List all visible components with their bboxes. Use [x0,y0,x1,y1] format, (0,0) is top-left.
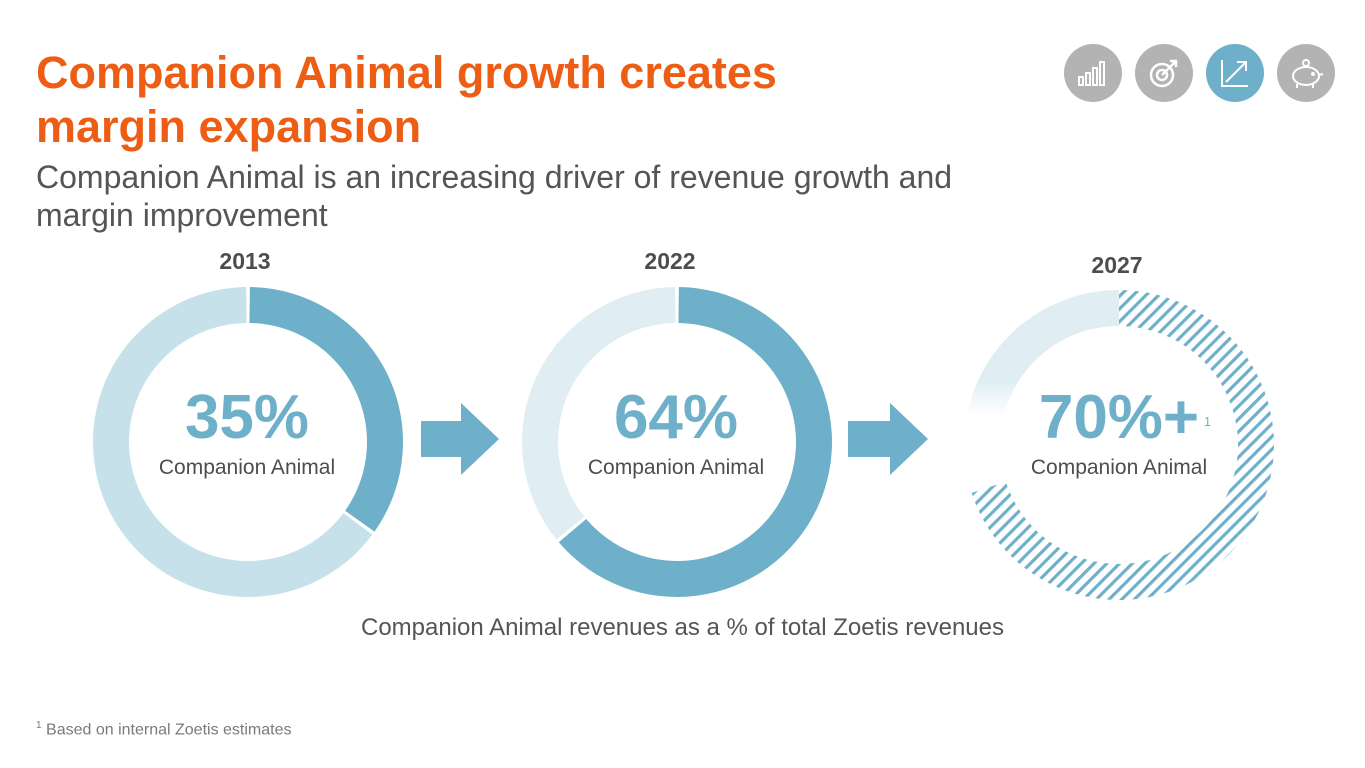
sublabel-2022: Companion Animal [587,456,765,479]
bar-chart-icon[interactable] [1064,44,1122,102]
donut-2013-center: 35% Companion Animal [117,387,377,480]
year-label-2013: 2013 [219,248,271,274]
donut-2022-center: 64% Companion Animal [546,387,806,480]
arrow-right-icon [848,403,928,475]
page-subtitle: Companion Animal is an increasing driver… [36,159,953,233]
donut-2027 [964,290,1274,600]
donut-2022-value-segment [558,287,832,597]
year-label-2022: 2022 [644,248,696,274]
donut-2022 [522,287,832,597]
value-label-2022: 64% [613,383,739,452]
piggy-bank-icon[interactable] [1277,44,1335,102]
growth-arrow-icon[interactable] [1206,44,1264,102]
donut-2027-center: 70%+ 1 Companion Animal [989,387,1249,480]
footnote: 1 Based on internal Zoetis estimates [36,720,292,739]
year-label-2027: 2027 [1091,252,1143,278]
donut-2013 [92,287,403,597]
sublabel-2013: Companion Animal [158,456,336,479]
donut-2013-value-segment [249,287,403,532]
footnote-marker: 1 [1203,414,1212,429]
sublabel-2027: Companion Animal [1030,456,1208,479]
target-icon[interactable] [1135,44,1193,102]
page-title: Companion Animal growth creates margin e… [36,47,777,152]
donut-2022-rest-segment [522,287,676,540]
arrow-right-icon [421,403,499,475]
section-nav-icons [1064,44,1335,102]
value-label-2013: 35% [184,383,310,452]
chart-caption: Companion Animal revenues as a % of tota… [360,614,1005,641]
value-label-2027: 70%+ 1 [1038,383,1212,452]
donut-2027-rest-segment [964,290,1119,493]
